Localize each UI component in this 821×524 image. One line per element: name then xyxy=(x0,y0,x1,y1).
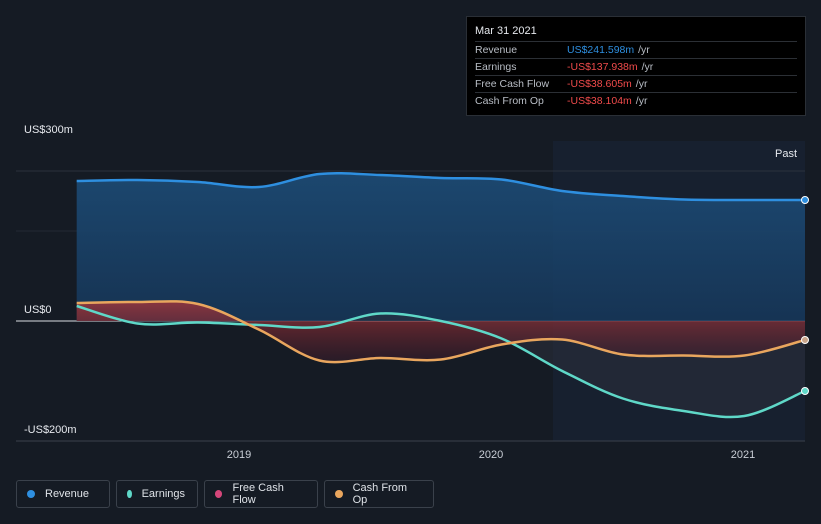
x-tick-label-2021: 2021 xyxy=(731,449,755,461)
legend-item-free-cash-flow[interactable]: Free Cash Flow xyxy=(204,480,318,508)
tooltip-row-cash-from-op: Cash From Op -US$38.104m /yr xyxy=(475,92,797,109)
cash-from-op-line xyxy=(76,300,806,364)
y-tick-label-bottom: -US$200m xyxy=(24,424,77,436)
legend-item-revenue[interactable]: Revenue xyxy=(16,480,110,508)
legend-label: Revenue xyxy=(45,488,90,500)
tooltip-unit: /yr xyxy=(635,78,648,90)
tooltip-unit: /yr xyxy=(638,44,650,56)
legend: Revenue Earnings Free Cash Flow Cash Fro… xyxy=(16,480,434,508)
endpoints xyxy=(801,196,809,395)
legend-dot-icon xyxy=(335,490,343,498)
tooltip-row-free-cash-flow: Free Cash Flow -US$38.605m /yr xyxy=(475,75,797,92)
past-label: Past xyxy=(775,148,797,160)
revenue-line xyxy=(76,171,806,202)
y-tick-label-top: US$300m xyxy=(24,124,73,136)
legend-item-earnings[interactable]: Earnings xyxy=(116,480,198,508)
tooltip-value: -US$38.605m xyxy=(567,78,632,90)
tooltip-label: Revenue xyxy=(475,44,518,56)
cash-from-op-area xyxy=(76,301,805,363)
tooltip-value: US$241.598m xyxy=(567,44,635,56)
cash-from-op-endpoint xyxy=(801,336,809,344)
legend-label: Earnings xyxy=(141,488,185,500)
legend-item-cash-from-op[interactable]: Cash From Op xyxy=(324,480,434,508)
areas xyxy=(76,173,805,418)
tooltip-unit: /yr xyxy=(635,95,648,107)
y-tick-label-zero: US$0 xyxy=(24,304,52,316)
legend-label: Free Cash Flow xyxy=(232,482,284,506)
legend-dot-icon xyxy=(27,490,35,498)
tooltip-date: Mar 31 2021 xyxy=(475,25,537,37)
earnings-line xyxy=(76,304,806,419)
tooltip-row-earnings: Earnings -US$137.938m /yr xyxy=(475,58,797,75)
lines xyxy=(76,171,806,419)
x-tick-label-2020: 2020 xyxy=(479,449,503,461)
tooltip-label: Cash From Op xyxy=(475,95,544,107)
tooltip: Mar 31 2021 Revenue US$241.598m /yr Earn… xyxy=(466,16,806,116)
legend-dot-icon xyxy=(215,490,223,498)
earnings-endpoint xyxy=(801,387,809,395)
legend-label: Cash From Op xyxy=(352,482,407,506)
tooltip-value: -US$137.938m xyxy=(567,61,638,73)
tooltip-label: Free Cash Flow xyxy=(475,78,550,90)
revenue-endpoint xyxy=(801,196,809,204)
tooltip-row-revenue: Revenue US$241.598m /yr xyxy=(475,41,797,58)
tooltip-value: -US$38.104m xyxy=(567,95,632,107)
legend-dot-icon xyxy=(127,490,132,498)
revenue-area xyxy=(76,173,805,321)
tooltip-unit: /yr xyxy=(641,61,654,73)
x-tick-label-2019: 2019 xyxy=(227,449,251,461)
tooltip-label: Earnings xyxy=(475,61,517,73)
